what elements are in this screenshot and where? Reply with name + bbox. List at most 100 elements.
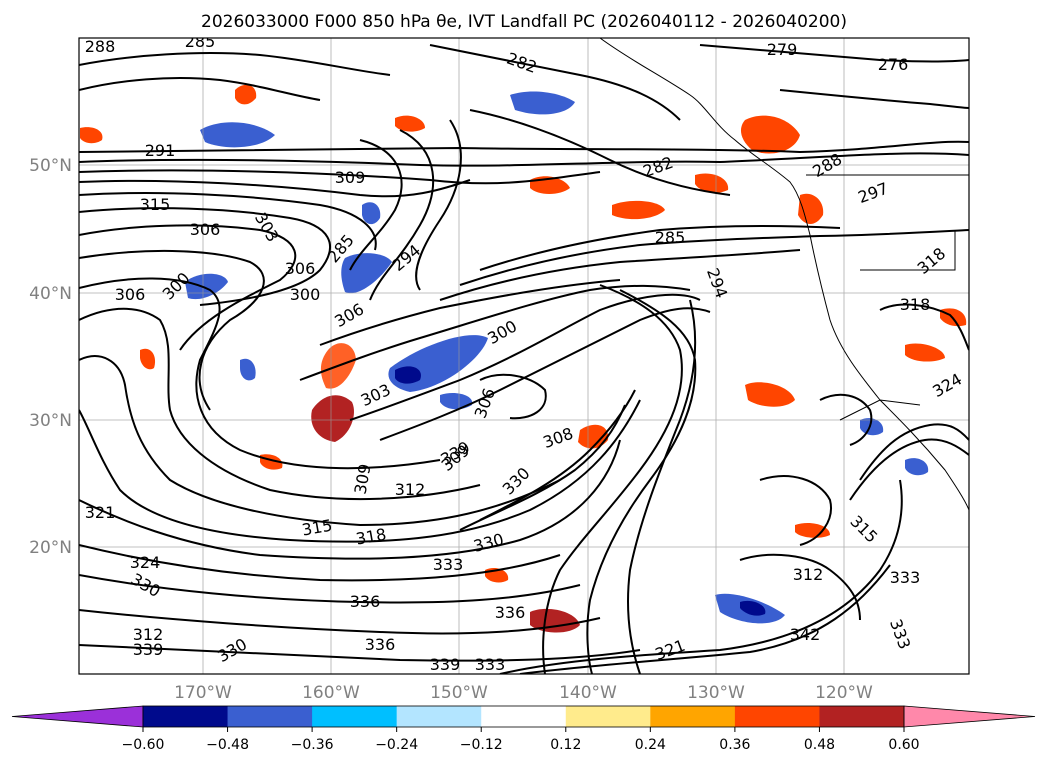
contour-label: 339	[430, 655, 461, 674]
contour-line	[79, 399, 641, 543]
lon-label: 160°W	[302, 683, 360, 703]
colorbar-tick-label: 0.12	[550, 737, 581, 753]
contour-label: 324	[130, 553, 161, 572]
contour-line	[79, 152, 969, 167]
lon-label: 130°W	[687, 683, 745, 703]
colorbar-segments	[11, 705, 1036, 728]
contour-line	[739, 553, 861, 621]
contour-label: 342	[790, 625, 821, 644]
lon-label: 170°W	[174, 683, 232, 703]
contour-line	[79, 544, 561, 582]
shading-warm-patch	[395, 115, 425, 132]
map-panel: 288 285 282 279 276 291 309 315 306 303 …	[78, 32, 970, 675]
contour-label: 339	[133, 640, 164, 659]
lat-label: 50°N	[29, 156, 72, 176]
colorbar-segment	[312, 706, 398, 727]
colorbar-tick-label: 0.48	[804, 737, 835, 753]
shading-warm-patch	[235, 84, 257, 105]
contour-line	[542, 284, 683, 674]
colorbar-extend-low	[11, 705, 144, 728]
colorbar-tick-label: 0.60	[888, 737, 919, 753]
colorbar-extend-high	[903, 705, 1036, 728]
colorbar-segment	[396, 706, 482, 727]
contour-label: 306	[285, 259, 316, 278]
colorbar-ticks: −0.60 −0.48 −0.36 −0.24 −0.12 0.12 0.24 0.36 0.4…	[122, 727, 920, 753]
contour-label: 276	[878, 55, 909, 74]
shading-cool-patch	[240, 358, 256, 381]
colorbar-tick-label: −0.48	[206, 737, 249, 753]
contour-line	[699, 44, 969, 63]
contour-line	[379, 307, 711, 441]
longitude-labels: 170°W 160°W 150°W 140°W 130°W 120°W	[174, 683, 873, 703]
shading-cool-patch	[440, 393, 473, 410]
contour-label: 315	[140, 195, 171, 214]
lat-label: 30°N	[29, 411, 72, 431]
colorbar-tick-label: −0.12	[460, 737, 503, 753]
contour-line	[879, 303, 969, 351]
contour-label: 306	[115, 285, 146, 304]
colorbar: −0.60 −0.48 −0.36 −0.24 −0.12 0.12 0.24 0.36 0.4…	[11, 705, 1036, 753]
shading-cool-patch	[200, 122, 275, 148]
colorbar-tick-label: 0.36	[719, 737, 750, 753]
contour-label: 333	[890, 568, 921, 587]
shading-warm-patch	[530, 608, 580, 633]
contour-label: 336	[350, 592, 381, 611]
shading-warm-patch	[795, 523, 830, 538]
shading-warm-patch	[740, 115, 800, 154]
contour-label: 285	[185, 32, 216, 51]
contour-line	[79, 609, 601, 635]
colorbar-segment	[650, 706, 736, 727]
contour-line	[849, 438, 969, 501]
contour-line	[79, 140, 969, 154]
colorbar-frame	[142, 705, 905, 728]
shading-warm	[80, 84, 967, 633]
shading-warm-patch	[578, 424, 609, 449]
colorbar-segment	[227, 706, 313, 727]
colorbar-segment	[819, 706, 905, 727]
border-path	[839, 399, 921, 421]
contour-line	[779, 89, 969, 109]
contour-line	[479, 373, 547, 420]
contour-label: 279	[767, 40, 798, 59]
contour-line	[79, 169, 601, 185]
shading-warm-patch	[745, 382, 795, 407]
contour-label: 333	[433, 555, 464, 574]
contour-label: 333	[475, 655, 506, 674]
contour-line	[79, 224, 297, 351]
colorbar-tick-label: −0.60	[122, 737, 165, 753]
contour-line	[439, 249, 801, 301]
shading-warm-patch	[798, 193, 824, 225]
contour-line	[349, 139, 403, 271]
colorbar-segment	[565, 706, 651, 727]
contour-line	[79, 644, 641, 662]
shading-warm-patch	[80, 127, 103, 144]
contour-line	[519, 564, 891, 674]
contour-line	[759, 475, 832, 546]
contour-line	[79, 77, 321, 101]
shading-cool-patch	[860, 418, 884, 436]
contour-line	[79, 574, 581, 604]
contour-line	[79, 277, 441, 470]
contour-label: 291	[145, 141, 176, 160]
border-path	[860, 230, 956, 271]
contour-line	[79, 439, 621, 560]
lat-label: 20°N	[29, 538, 72, 558]
lon-label: 140°W	[559, 683, 617, 703]
contour-label: 321	[85, 503, 116, 522]
contour-line	[79, 192, 377, 251]
colorbar-segment	[481, 706, 567, 727]
lon-label: 150°W	[430, 683, 488, 703]
coastline	[599, 38, 969, 511]
contour-line	[299, 284, 691, 381]
colorbar-segment	[734, 706, 820, 727]
shading-warm-patch	[140, 348, 156, 370]
lon-label: 120°W	[815, 683, 873, 703]
contour-line	[79, 355, 561, 527]
contour-label: 285	[655, 228, 686, 247]
contour-line	[627, 299, 697, 674]
coastline-path	[599, 38, 969, 511]
shading-cool-patch	[740, 600, 766, 616]
contour-label: 288	[85, 37, 116, 56]
contour-label: 312	[793, 565, 824, 584]
